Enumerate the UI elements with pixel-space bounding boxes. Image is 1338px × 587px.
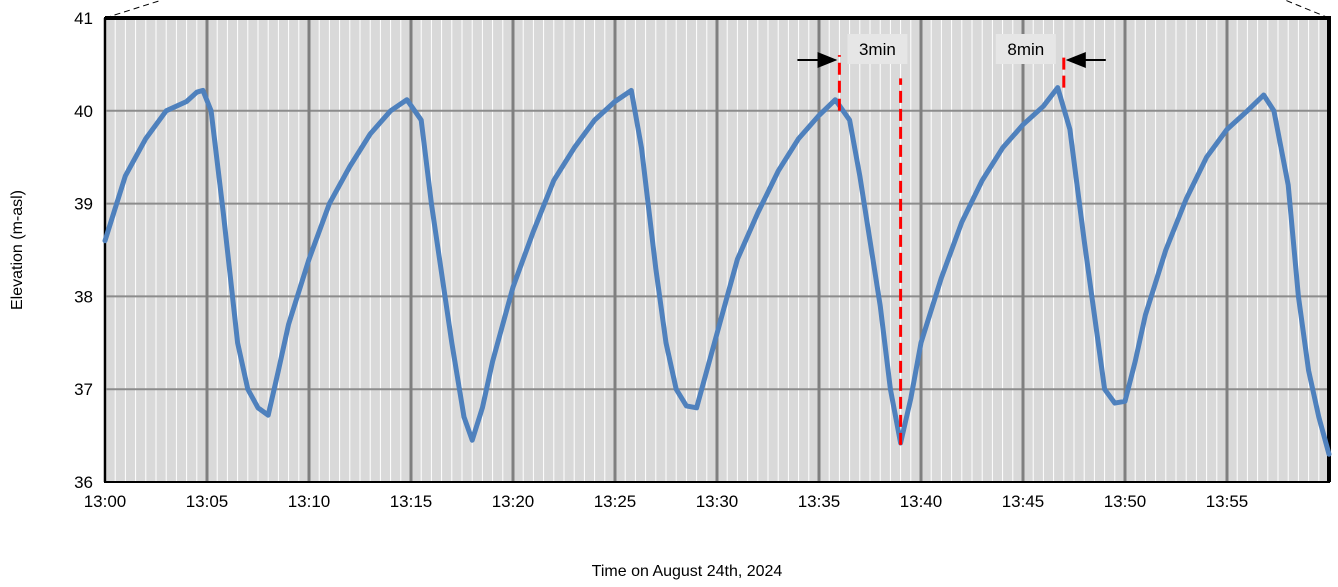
annotation-text: 8min (1007, 40, 1044, 59)
y-tick-label: 41 (74, 9, 93, 28)
x-tick-label: 13:40 (900, 492, 943, 511)
zoom-guide (1284, 0, 1330, 19)
x-axis-label: Time on August 24th, 2024 (592, 563, 783, 580)
y-tick-label: 40 (74, 102, 93, 121)
x-tick-label: 13:00 (84, 492, 127, 511)
y-tick-label: 37 (74, 380, 93, 399)
x-tick-label: 13:30 (696, 492, 739, 511)
annotation-box (847, 34, 908, 64)
zoom-guide (104, 0, 163, 19)
x-tick-label: 13:15 (390, 492, 433, 511)
data-line (102, 85, 1332, 457)
x-tick-label: 13:35 (798, 492, 841, 511)
x-tick-label: 13:25 (594, 492, 637, 511)
x-tick-label: 13:45 (1002, 492, 1045, 511)
x-tick-label: 13:50 (1104, 492, 1147, 511)
annotation-text: 3min (859, 40, 896, 59)
y-axis-label: Elevation (m-asl) (9, 190, 26, 310)
y-tick-label: 36 (74, 473, 93, 492)
x-tick-label: 13:05 (186, 492, 229, 511)
y-tick-label: 38 (74, 287, 93, 306)
x-tick-label: 13:20 (492, 492, 535, 511)
x-tick-label: 13:55 (1206, 492, 1249, 511)
x-tick-label: 13:10 (288, 492, 331, 511)
y-tick-label: 39 (74, 195, 93, 214)
annotation-box (995, 34, 1056, 64)
plot-frame-top-right (105, 16, 1331, 482)
